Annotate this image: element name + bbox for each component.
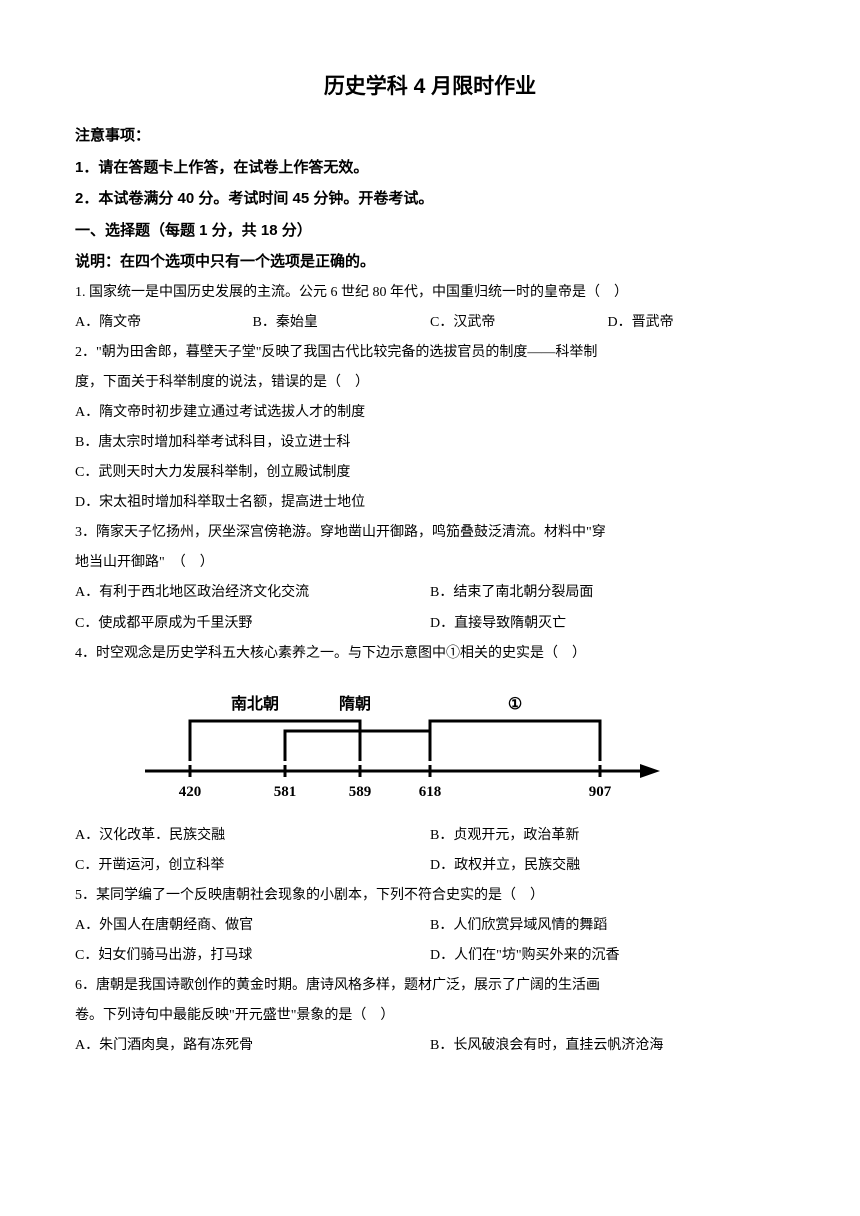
page-title: 历史学科 4 月限时作业 — [75, 70, 785, 100]
q2-option-b: B．唐太宗时增加科举考试科目，设立进士科 — [75, 428, 785, 458]
section-1-note: 说明：在四个选项中只有一个选项是正确的。 — [75, 246, 785, 278]
instruction-2: 2．本试卷满分 40 分。考试时间 45 分钟。开卷考试。 — [75, 183, 785, 215]
q4-option-a: A．汉化改革．民族交融 — [75, 821, 430, 851]
q6-text-2: 卷。下列诗句中最能反映"开元盛世"景象的是（ ） — [75, 1001, 785, 1031]
label-sui: 隋朝 — [339, 694, 371, 713]
q3-option-a: A．有利于西北地区政治经济文化交流 — [75, 578, 430, 608]
question-6: 6．唐朝是我国诗歌创作的黄金时期。唐诗风格多样，题材广泛，展示了广阔的生活画 卷… — [75, 971, 785, 1061]
q2-option-d: D．宋太祖时增加科举取士名额，提高进士地位 — [75, 488, 785, 518]
q4-options-2: C．开凿运河，创立科举 D．政权并立，民族交融 — [75, 851, 785, 881]
q6-options-1: A．朱门酒肉臭，路有冻死骨 B．长风破浪会有时，直挂云帆济沧海 — [75, 1031, 785, 1061]
q1-option-d: D．晋武帝 — [608, 308, 786, 338]
q6-option-a: A．朱门酒肉臭，路有冻死骨 — [75, 1031, 430, 1061]
label-circle: ① — [508, 696, 522, 713]
bracket-circle — [430, 721, 600, 761]
tick-label-581: 581 — [274, 784, 297, 800]
q2-option-c: C．武则天时大力发展科举制，创立殿试制度 — [75, 458, 785, 488]
bracket-sui — [285, 731, 430, 761]
question-4: 4．时空观念是历史学科五大核心素养之一。与下边示意图中①相关的史实是（ ） 42… — [75, 639, 785, 881]
section-1-header: 一、选择题（每题 1 分，共 18 分） — [75, 215, 785, 247]
q5-options-1: A．外国人在唐朝经商、做官 B．人们欣赏异域风情的舞蹈 — [75, 911, 785, 941]
q4-option-b: B．贞观开元，政治革新 — [430, 821, 785, 851]
tick-label-907: 907 — [589, 784, 612, 800]
q3-option-d: D．直接导致隋朝灭亡 — [430, 609, 785, 639]
q5-option-d: D．人们在"坊"购买外来的沉香 — [430, 941, 785, 971]
q4-option-c: C．开凿运河，创立科举 — [75, 851, 430, 881]
q5-text: 5．某同学编了一个反映唐朝社会现象的小剧本，下列不符合史实的是（ ） — [75, 881, 785, 911]
q1-option-c: C．汉武帝 — [430, 308, 608, 338]
q4-option-d: D．政权并立，民族交融 — [430, 851, 785, 881]
q1-option-a: A．隋文帝 — [75, 308, 253, 338]
q6-option-b: B．长风破浪会有时，直挂云帆济沧海 — [430, 1031, 785, 1061]
q5-option-c: C．妇女们骑马出游，打马球 — [75, 941, 430, 971]
q3-option-c: C．使成都平原成为千里沃野 — [75, 609, 430, 639]
q4-text: 4．时空观念是历史学科五大核心素养之一。与下边示意图中①相关的史实是（ ） — [75, 639, 785, 669]
q1-option-b: B．秦始皇 — [253, 308, 431, 338]
question-2: 2．"朝为田舍郎，暮壁天子堂"反映了我国古代比较完备的选拔官员的制度——科举制 … — [75, 338, 785, 519]
q3-options-1: A．有利于西北地区政治经济文化交流 B．结束了南北朝分裂局面 — [75, 578, 785, 608]
tick-label-589: 589 — [349, 784, 372, 800]
instruction-1: 1．请在答题卡上作答，在试卷上作答无效。 — [75, 152, 785, 184]
timeline-svg: 420 581 589 618 907 南北朝 隋朝 ① — [125, 681, 665, 811]
q2-text-2: 度，下面关于科举制度的说法，错误的是（ ） — [75, 368, 785, 398]
tick-label-618: 618 — [419, 784, 442, 800]
question-5: 5．某同学编了一个反映唐朝社会现象的小剧本，下列不符合史实的是（ ） A．外国人… — [75, 881, 785, 971]
q2-text-1: 2．"朝为田舍郎，暮壁天子堂"反映了我国古代比较完备的选拔官员的制度——科举制 — [75, 338, 785, 368]
q1-options: A．隋文帝 B．秦始皇 C．汉武帝 D．晋武帝 — [75, 308, 785, 338]
q1-text: 1. 国家统一是中国历史发展的主流。公元 6 世纪 80 年代，中国重归统一时的… — [75, 278, 785, 308]
q3-text-2: 地当山开御路" （ ） — [75, 548, 785, 578]
bracket-nanbei — [190, 721, 360, 761]
q6-text-1: 6．唐朝是我国诗歌创作的黄金时期。唐诗风格多样，题材广泛，展示了广阔的生活画 — [75, 971, 785, 1001]
label-nanbei: 南北朝 — [231, 694, 279, 713]
q3-text-1: 3．隋家天子忆扬州，厌坐深宫傍艳游。穿地凿山开御路，鸣笳叠鼓泛清流。材料中"穿 — [75, 518, 785, 548]
q5-option-a: A．外国人在唐朝经商、做官 — [75, 911, 430, 941]
q2-option-a: A．隋文帝时初步建立通过考试选拔人才的制度 — [75, 398, 785, 428]
q5-option-b: B．人们欣赏异域风情的舞蹈 — [430, 911, 785, 941]
q3-options-2: C．使成都平原成为千里沃野 D．直接导致隋朝灭亡 — [75, 609, 785, 639]
question-1: 1. 国家统一是中国历史发展的主流。公元 6 世纪 80 年代，中国重归统一时的… — [75, 278, 785, 338]
q4-options-1: A．汉化改革．民族交融 B．贞观开元，政治革新 — [75, 821, 785, 851]
question-3: 3．隋家天子忆扬州，厌坐深宫傍艳游。穿地凿山开御路，鸣笳叠鼓泛清流。材料中"穿 … — [75, 518, 785, 638]
tick-label-420: 420 — [179, 784, 202, 800]
q3-option-b: B．结束了南北朝分裂局面 — [430, 578, 785, 608]
q5-options-2: C．妇女们骑马出游，打马球 D．人们在"坊"购买外来的沉香 — [75, 941, 785, 971]
timeline-diagram: 420 581 589 618 907 南北朝 隋朝 ① — [125, 681, 665, 811]
timeline-arrow — [640, 764, 660, 778]
instructions-header: 注意事项： — [75, 120, 785, 152]
